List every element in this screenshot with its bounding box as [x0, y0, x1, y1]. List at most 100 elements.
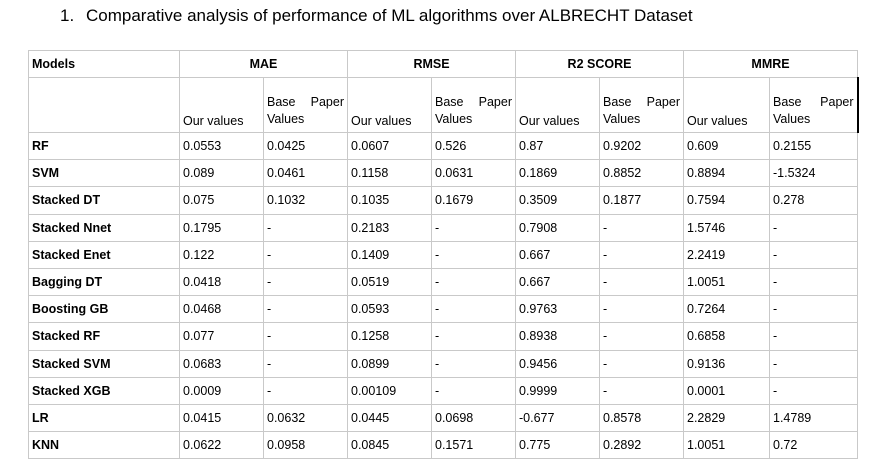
paper-label-word: Paper: [820, 95, 854, 109]
value-cell: 1.0051: [683, 267, 770, 297]
value-cell: -: [431, 376, 516, 405]
value-cell: 0.6858: [683, 322, 770, 351]
heading-title: Comparative analysis of performance of M…: [86, 6, 693, 25]
value-cell: -: [431, 322, 516, 351]
value-cell: -: [263, 322, 348, 351]
value-cell: -: [599, 322, 684, 351]
value-cell: -: [599, 267, 684, 297]
table-row: Stacked RF 0.077-0.1258-0.8938-0.6858-: [28, 322, 859, 351]
value-cell: 0.1877: [599, 186, 684, 215]
value-cell: 0.00109: [347, 376, 432, 405]
value-cell: 0.667: [515, 240, 600, 269]
model-name-cell: Stacked DT: [28, 186, 180, 215]
value-cell: 1.5746: [683, 213, 770, 242]
value-cell: 0.526: [431, 131, 516, 161]
model-name-cell: Stacked SVM: [28, 349, 180, 378]
value-cell: 0.1409: [347, 240, 432, 269]
base-label-word: Base: [435, 95, 464, 109]
table-row: RF 0.0553 0.0425 0.0607 0.526 0.87 0.9202 0.609…: [28, 131, 859, 161]
value-cell: -: [768, 322, 859, 351]
value-cell: 2.2419: [683, 240, 770, 269]
value-cell: 0.72: [768, 431, 859, 460]
subheader-our-values-mae: Our values: [179, 77, 264, 133]
value-cell: 0.8578: [599, 403, 684, 433]
value-cell: -: [431, 213, 516, 242]
model-name-cell: Stacked RF: [28, 322, 180, 351]
subheader-our-values-mmre: Our values: [683, 77, 770, 133]
value-cell: -: [599, 240, 684, 269]
value-cell: 2.2829: [683, 403, 770, 433]
value-cell: 0.0001: [683, 376, 770, 405]
value-cell: 0.8894: [683, 159, 770, 188]
value-cell: -0.677: [515, 403, 600, 433]
values-label-word: Values: [435, 112, 473, 126]
value-cell: 0.9456: [515, 349, 600, 378]
value-cell: 0.0468: [179, 295, 264, 324]
value-cell: 0.0415: [179, 403, 264, 433]
value-cell: 0.0683: [179, 349, 264, 378]
table-row: Stacked XGB 0.0009-0.00109-0.9999-0.0001-: [28, 376, 859, 405]
model-name-cell: SVM: [28, 159, 180, 188]
model-name-cell: Stacked Nnet: [28, 213, 180, 242]
value-cell: 0.1158: [347, 159, 432, 188]
subheader-base-paper-values-rmse: Base Paper Values: [431, 77, 516, 133]
value-cell: 0.0553: [179, 131, 264, 161]
value-cell: 0.0009: [179, 376, 264, 405]
model-name-cell: Stacked Enet: [28, 240, 180, 269]
subheader-row: Our values Base Paper Values Our values Base P…: [28, 77, 859, 133]
value-cell: 0.0899: [347, 349, 432, 378]
document-heading: 1. Comparative analysis of performance o…: [60, 6, 693, 26]
value-cell: -: [599, 213, 684, 242]
value-cell: 0.1679: [431, 186, 516, 215]
value-cell: -: [431, 267, 516, 297]
value-cell: 0.8938: [515, 322, 600, 351]
value-cell: 0.9136: [683, 349, 770, 378]
value-cell: -: [768, 349, 859, 378]
value-cell: 0.2892: [599, 431, 684, 460]
table-row: Stacked Enet 0.122-0.1409-0.667-2.2419-: [28, 240, 859, 269]
value-cell: -: [263, 240, 348, 269]
value-cell: 0.0622: [179, 431, 264, 460]
value-cell: 0.0632: [263, 403, 348, 433]
values-label-word: Values: [773, 112, 811, 126]
base-label-word: Base: [773, 95, 802, 109]
base-label-word: Base: [267, 95, 296, 109]
value-cell: -: [431, 349, 516, 378]
value-cell: -: [263, 295, 348, 324]
value-cell: 0.1795: [179, 213, 264, 242]
value-cell: 0.7908: [515, 213, 600, 242]
value-cell: -: [768, 267, 859, 297]
metric-header-r2-score: R2 SCORE: [515, 50, 684, 78]
value-cell: -: [599, 376, 684, 405]
model-name-cell: LR: [28, 403, 180, 433]
value-cell: 0.7264: [683, 295, 770, 324]
model-name-cell: Boosting GB: [28, 295, 180, 324]
subheader-base-paper-values-mae: Base Paper Values: [263, 77, 348, 133]
paper-label-word: Paper: [310, 95, 344, 109]
table-row: KNN 0.0622 0.0958 0.0845 0.1571 0.775 0.2892 1.…: [28, 431, 859, 460]
value-cell: -: [263, 213, 348, 242]
metric-header-rmse: RMSE: [347, 50, 516, 78]
metric-header-mae: MAE: [179, 50, 348, 78]
table-row: Stacked DT 0.075 0.1032 0.1035 0.1679 0.3509 0…: [28, 186, 859, 215]
paper-label-word: Paper: [646, 95, 680, 109]
subheader-base-paper-values-r2-score: Base Paper Values: [599, 77, 684, 133]
value-cell: 0.667: [515, 267, 600, 297]
values-label-word: Values: [603, 112, 641, 126]
value-cell: 0.0607: [347, 131, 432, 161]
table-row: Bagging DT 0.0418-0.0519-0.667-1.0051-: [28, 267, 859, 297]
value-cell: 0.0461: [263, 159, 348, 188]
value-cell: -1.5324: [768, 159, 859, 188]
value-cell: -: [431, 240, 516, 269]
model-name-cell: KNN: [28, 431, 180, 460]
value-cell: 0.0418: [179, 267, 264, 297]
value-cell: 1.4789: [768, 403, 859, 433]
model-name-cell: Bagging DT: [28, 267, 180, 297]
value-cell: -: [599, 295, 684, 324]
value-cell: 0.278: [768, 186, 859, 215]
value-cell: 0.0519: [347, 267, 432, 297]
value-cell: -: [768, 240, 859, 269]
table-row: LR 0.0415 0.0632 0.0445 0.0698 -0.677 0.8578 2.…: [28, 403, 859, 433]
results-table: Models MAE RMSE R2 SCORE MMRE Our values…: [28, 50, 859, 460]
value-cell: 0.2183: [347, 213, 432, 242]
